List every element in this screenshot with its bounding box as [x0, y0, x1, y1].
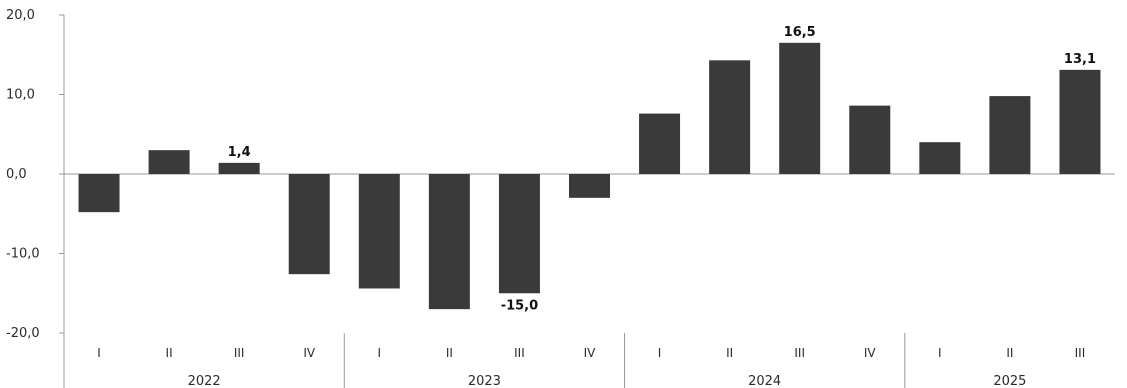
- year-label: 2025: [993, 374, 1026, 388]
- bar: [1059, 69, 1101, 174]
- data-labels-group: 1,4 -15,0 16,5 13,1: [228, 25, 1096, 313]
- x-tick-label: I: [97, 346, 101, 360]
- x-tick-label: III: [234, 346, 245, 360]
- x-tick-label: II: [1006, 346, 1013, 360]
- bar: [569, 174, 610, 198]
- bar: [148, 150, 190, 174]
- y-tick-label: 20,0: [6, 8, 35, 23]
- data-label: -15,0: [501, 298, 538, 313]
- bar: [288, 174, 330, 275]
- bar: [779, 42, 821, 175]
- data-label: 16,5: [784, 25, 816, 40]
- bar: [709, 60, 751, 174]
- x-tick-label: I: [938, 346, 942, 360]
- x-tick-label: II: [726, 346, 733, 360]
- bar: [428, 174, 470, 310]
- bar: [358, 174, 400, 289]
- x-tick-label: IV: [584, 346, 597, 360]
- bar: [218, 162, 260, 174]
- x-tick-label: II: [446, 346, 453, 360]
- bar: [78, 174, 120, 213]
- data-label: 13,1: [1064, 52, 1096, 67]
- x-tick-label: I: [658, 346, 662, 360]
- x-tick-label: IV: [303, 346, 316, 360]
- bar: [849, 105, 891, 174]
- bar: [498, 174, 540, 294]
- x-tick-label: III: [1075, 346, 1086, 360]
- x-tick-label: III: [794, 346, 805, 360]
- y-tick-label: 10,0: [6, 88, 35, 103]
- y-tick-label: 0,0: [6, 167, 27, 182]
- x-tick-label: IV: [864, 346, 877, 360]
- year-label: 2022: [188, 374, 221, 388]
- bar: [919, 142, 961, 174]
- y-tick-label: -20,0: [6, 326, 40, 341]
- bar: [989, 96, 1031, 174]
- x-tick-label: I: [378, 346, 382, 360]
- year-label: 2023: [468, 374, 501, 388]
- x-tick-label: II: [166, 346, 173, 360]
- bars-group: [78, 42, 1101, 310]
- year-label: 2024: [748, 374, 781, 388]
- x-tick-label: III: [514, 346, 525, 360]
- bar: [639, 113, 681, 174]
- y-tick-label: -10,0: [6, 247, 40, 262]
- y-axis-ticks: 20,0 10,0 0,0 -10,0 -20,0: [6, 8, 64, 341]
- data-label: 1,4: [228, 145, 251, 160]
